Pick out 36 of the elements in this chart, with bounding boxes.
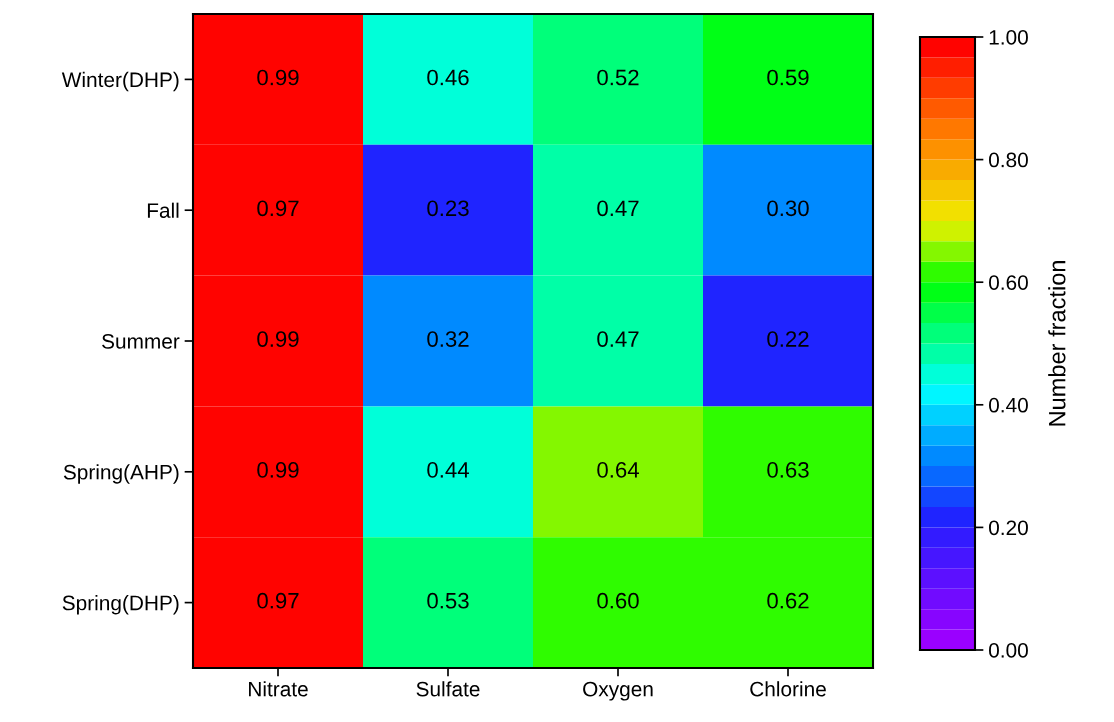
color-bar-title: Number fraction	[1048, 261, 1066, 426]
data-label: 0.32	[427, 331, 469, 347]
color-bar-label: 0.40	[989, 397, 1028, 413]
data-label: 0.97	[257, 200, 299, 217]
y-tick-label: Spring(AHP)	[63, 464, 179, 484]
data-label: 0.60	[597, 592, 639, 609]
color-bar-label: 1.00	[989, 30, 1028, 45]
data-label: 0.47	[597, 200, 639, 217]
data-label: 0.53	[427, 592, 469, 609]
data-label: 0.99	[257, 69, 299, 86]
data-label: 0.30	[767, 200, 809, 217]
color-bar-label: 0.60	[989, 275, 1028, 290]
data-label: 0.46	[427, 69, 469, 86]
data-label: 0.62	[767, 592, 809, 609]
data-label: 0.64	[597, 462, 639, 478]
y-tick-label: Winter(DHP)	[61, 71, 179, 92]
data-label: 0.99	[257, 331, 299, 347]
data-label: 0.99	[257, 462, 299, 478]
color-bar-label: 0.20	[989, 520, 1028, 536]
data-label: 0.63	[767, 462, 809, 478]
data-label: 0.52	[597, 69, 639, 86]
y-tick-label: Summer	[102, 334, 180, 349]
y-tick-label: Spring(DHP)	[62, 595, 179, 615]
y-tick-label: Fall	[147, 202, 179, 218]
data-label: 0.23	[427, 200, 469, 217]
x-tick-label: Sulfate	[416, 681, 480, 697]
x-tick-label: Chlorine	[750, 681, 826, 697]
data-label: 0.47	[597, 331, 639, 347]
data-label: 0.97	[257, 592, 299, 609]
data-label: 0.44	[427, 462, 469, 478]
data-label: 0.22	[767, 331, 809, 347]
color-bar-label: 0.80	[989, 152, 1028, 168]
x-tick-label: Nitrate	[249, 681, 308, 697]
x-tick-label: Oxygen	[583, 681, 653, 701]
data-label: 0.59	[767, 69, 809, 86]
color-bar-label: 0.00	[989, 643, 1028, 658]
